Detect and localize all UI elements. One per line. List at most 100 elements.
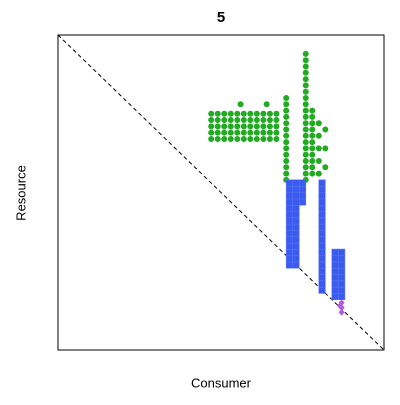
point [292,179,300,187]
point [285,236,294,244]
point [292,248,300,256]
point [285,261,294,269]
point [292,255,300,263]
point [208,123,215,130]
point [309,139,316,146]
point [331,274,339,282]
point [302,69,309,76]
point [285,211,294,219]
point [331,267,339,275]
point [315,145,322,152]
point [318,248,326,256]
point [285,217,294,225]
point [302,95,309,101]
point [283,120,290,127]
point [247,110,254,117]
point [338,286,346,294]
point [302,170,309,177]
point [318,255,326,263]
point [283,113,290,120]
point [253,117,260,124]
point [214,135,221,142]
point [285,248,294,256]
point [253,110,260,117]
point [322,145,329,152]
point [338,280,346,288]
point [221,110,228,117]
point [214,110,221,117]
point [298,192,307,200]
point [292,185,300,193]
point [292,261,300,269]
point [298,185,307,193]
point [315,158,322,164]
point [234,110,241,117]
point [240,129,247,136]
chart-title: 5 [217,9,225,26]
point [253,129,260,136]
point [285,179,294,187]
point [266,129,273,136]
point [302,158,309,164]
point [309,107,316,114]
point [214,117,221,124]
point [234,123,241,130]
point [247,135,254,142]
point [221,123,228,130]
point [253,123,260,130]
point [302,82,309,89]
point [309,126,316,133]
point [240,117,247,124]
point [227,129,234,136]
point [318,198,326,206]
point [292,217,300,225]
point [247,129,254,136]
point [273,135,280,142]
point [237,101,244,108]
point [283,164,290,171]
point [331,280,339,288]
point [315,120,322,127]
point [331,261,339,269]
point [260,110,267,117]
point [214,123,221,130]
point [292,236,300,244]
point [331,292,339,300]
point [292,211,300,219]
y-axis-label: Resource [13,165,28,221]
point [292,198,300,206]
point [309,145,316,152]
point [318,179,326,187]
point [266,117,273,124]
point [302,120,309,127]
point [338,261,346,269]
point [322,126,329,133]
point [292,204,300,212]
point [283,132,290,139]
point [221,135,228,142]
point [260,123,267,130]
point [318,286,326,294]
point [285,204,294,212]
point [318,192,326,200]
point [318,236,326,244]
point [283,158,290,164]
point [227,135,234,142]
point [283,101,290,108]
point [338,248,346,256]
point [318,223,326,231]
point [273,117,280,124]
point [240,135,247,142]
point [247,123,254,130]
point [318,229,326,237]
point [309,170,316,177]
point [302,50,309,57]
point [283,126,290,133]
point [292,192,300,200]
point [285,185,294,193]
point [318,217,326,225]
point [260,129,267,136]
point [221,117,228,124]
point [260,135,267,142]
point [283,151,290,158]
